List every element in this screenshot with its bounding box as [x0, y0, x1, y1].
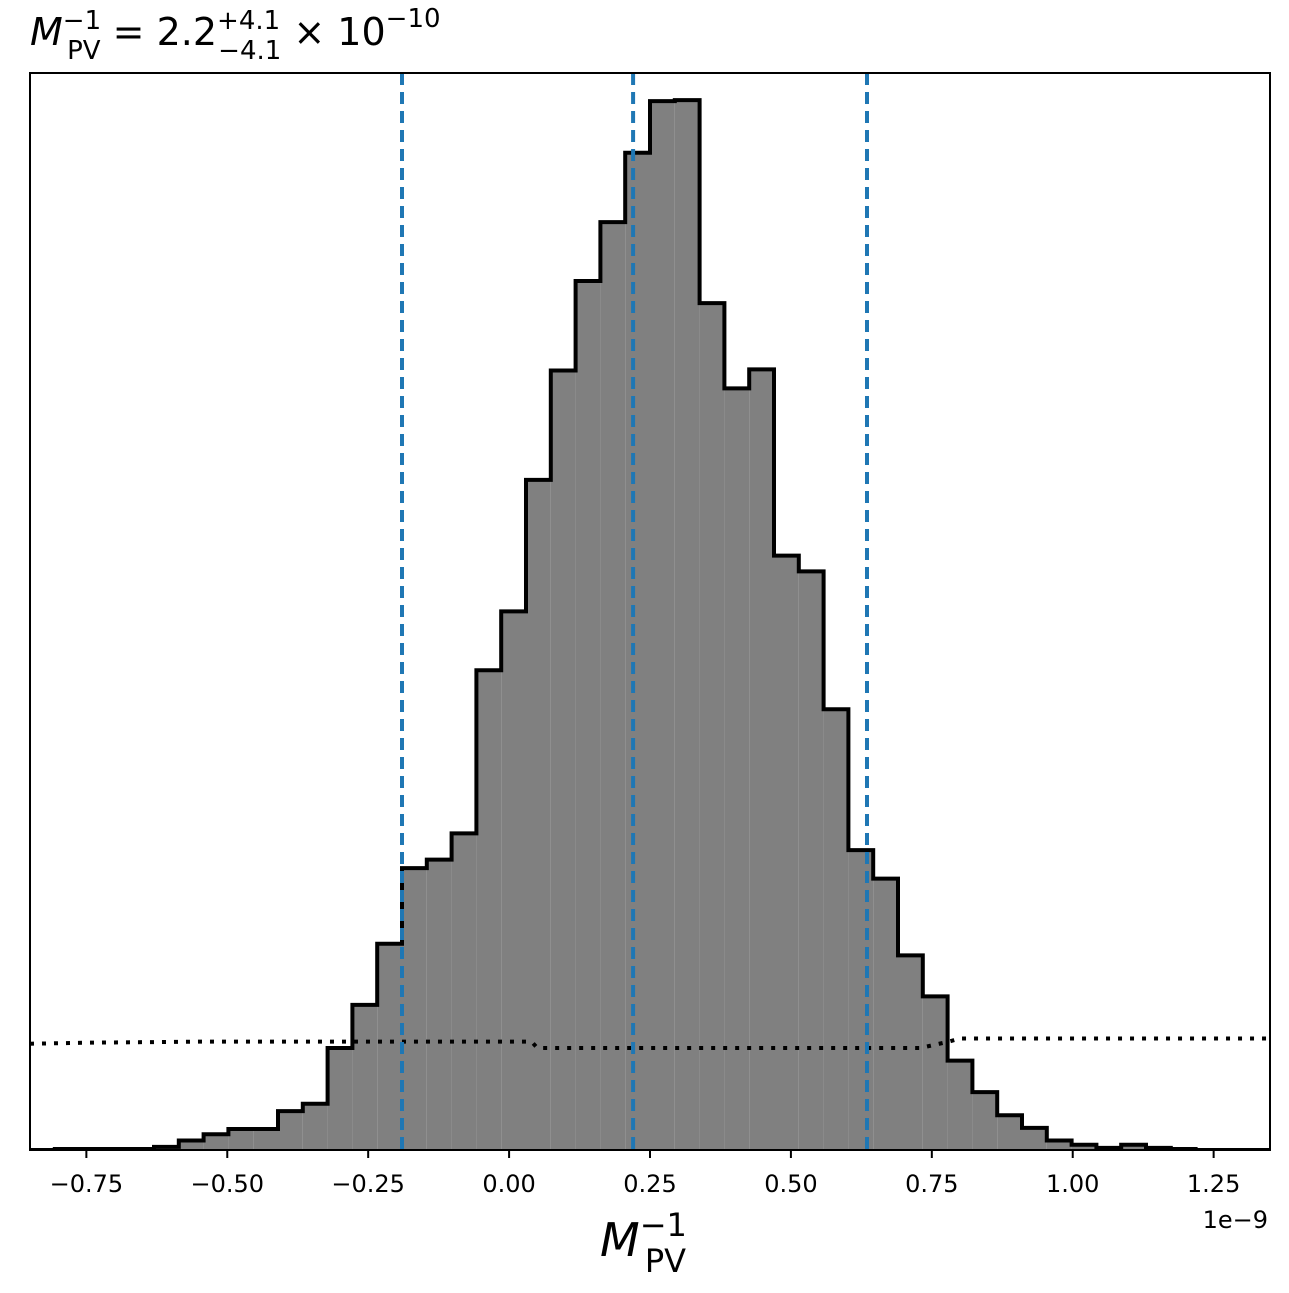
x-tick-label: 0.50: [764, 1170, 817, 1198]
histogram-bar: [501, 611, 526, 1150]
histogram-outline: [30, 98, 1270, 1150]
histogram-bar: [476, 670, 502, 1150]
histogram-bar: [178, 1140, 204, 1150]
histogram-bar: [203, 1134, 229, 1150]
histogram-bar: [575, 281, 601, 1150]
histogram-bar: [650, 101, 675, 1150]
histogram-bar: [1071, 1144, 1097, 1150]
histogram-bar: [798, 571, 824, 1150]
x-tick-label: −0.25: [331, 1170, 405, 1198]
histogram-bar: [749, 369, 774, 1150]
plot-area: −0.75 −0.50 −0.25 0.00 0.25 0.50 0.75 1.00 1.25: [29, 72, 1271, 1198]
histogram-bar: [699, 303, 725, 1150]
histogram-bar: [922, 996, 948, 1150]
histogram-bar: [823, 709, 849, 1150]
histogram-bar: [1046, 1140, 1072, 1150]
x-tick-label: 1.25: [1187, 1170, 1240, 1198]
chart-title: M−1 PV = 2.2+4.1 −4.1 × 10−10: [30, 4, 441, 66]
histogram-bar: [302, 1103, 328, 1150]
x-tick-label: −0.50: [190, 1170, 264, 1198]
histogram-bar: [873, 878, 898, 1150]
histogram-bar: [1022, 1127, 1047, 1150]
histogram-bar: [253, 1128, 278, 1150]
x-axis-label: M−1 PV: [600, 1206, 687, 1280]
histogram-bar: [600, 222, 626, 1150]
histogram-bar: [526, 479, 551, 1150]
x-tick-label: 0.00: [482, 1170, 535, 1198]
histogram-bar: [550, 370, 576, 1150]
x-tick-label: 0.75: [905, 1170, 958, 1198]
x-tick-label: 0.25: [623, 1170, 676, 1198]
x-tick-label: −0.75: [50, 1170, 124, 1198]
histogram-bar: [327, 1047, 353, 1150]
histogram-bar: [402, 868, 427, 1150]
histogram-bar: [451, 833, 477, 1150]
histogram-bar: [997, 1115, 1022, 1150]
histogram-bar: [724, 388, 750, 1150]
histogram-bar: [426, 859, 452, 1150]
histogram-bar: [278, 1111, 303, 1150]
histogram-bar: [774, 555, 799, 1150]
histogram-bar: [848, 850, 874, 1150]
histogram-bar: [352, 1004, 378, 1150]
histogram-bar: [228, 1128, 254, 1150]
histogram-bar: [625, 152, 650, 1150]
histogram-bar: [947, 1060, 973, 1150]
histogram-bar: [898, 955, 923, 1150]
histogram-bar: [1121, 1144, 1146, 1150]
x-offset-label: 1e−9: [1203, 1206, 1268, 1234]
histogram-bar: [674, 100, 700, 1150]
x-tick-label: 1.00: [1046, 1170, 1099, 1198]
histogram-bar: [972, 1092, 998, 1150]
histogram-bar: [377, 943, 402, 1150]
